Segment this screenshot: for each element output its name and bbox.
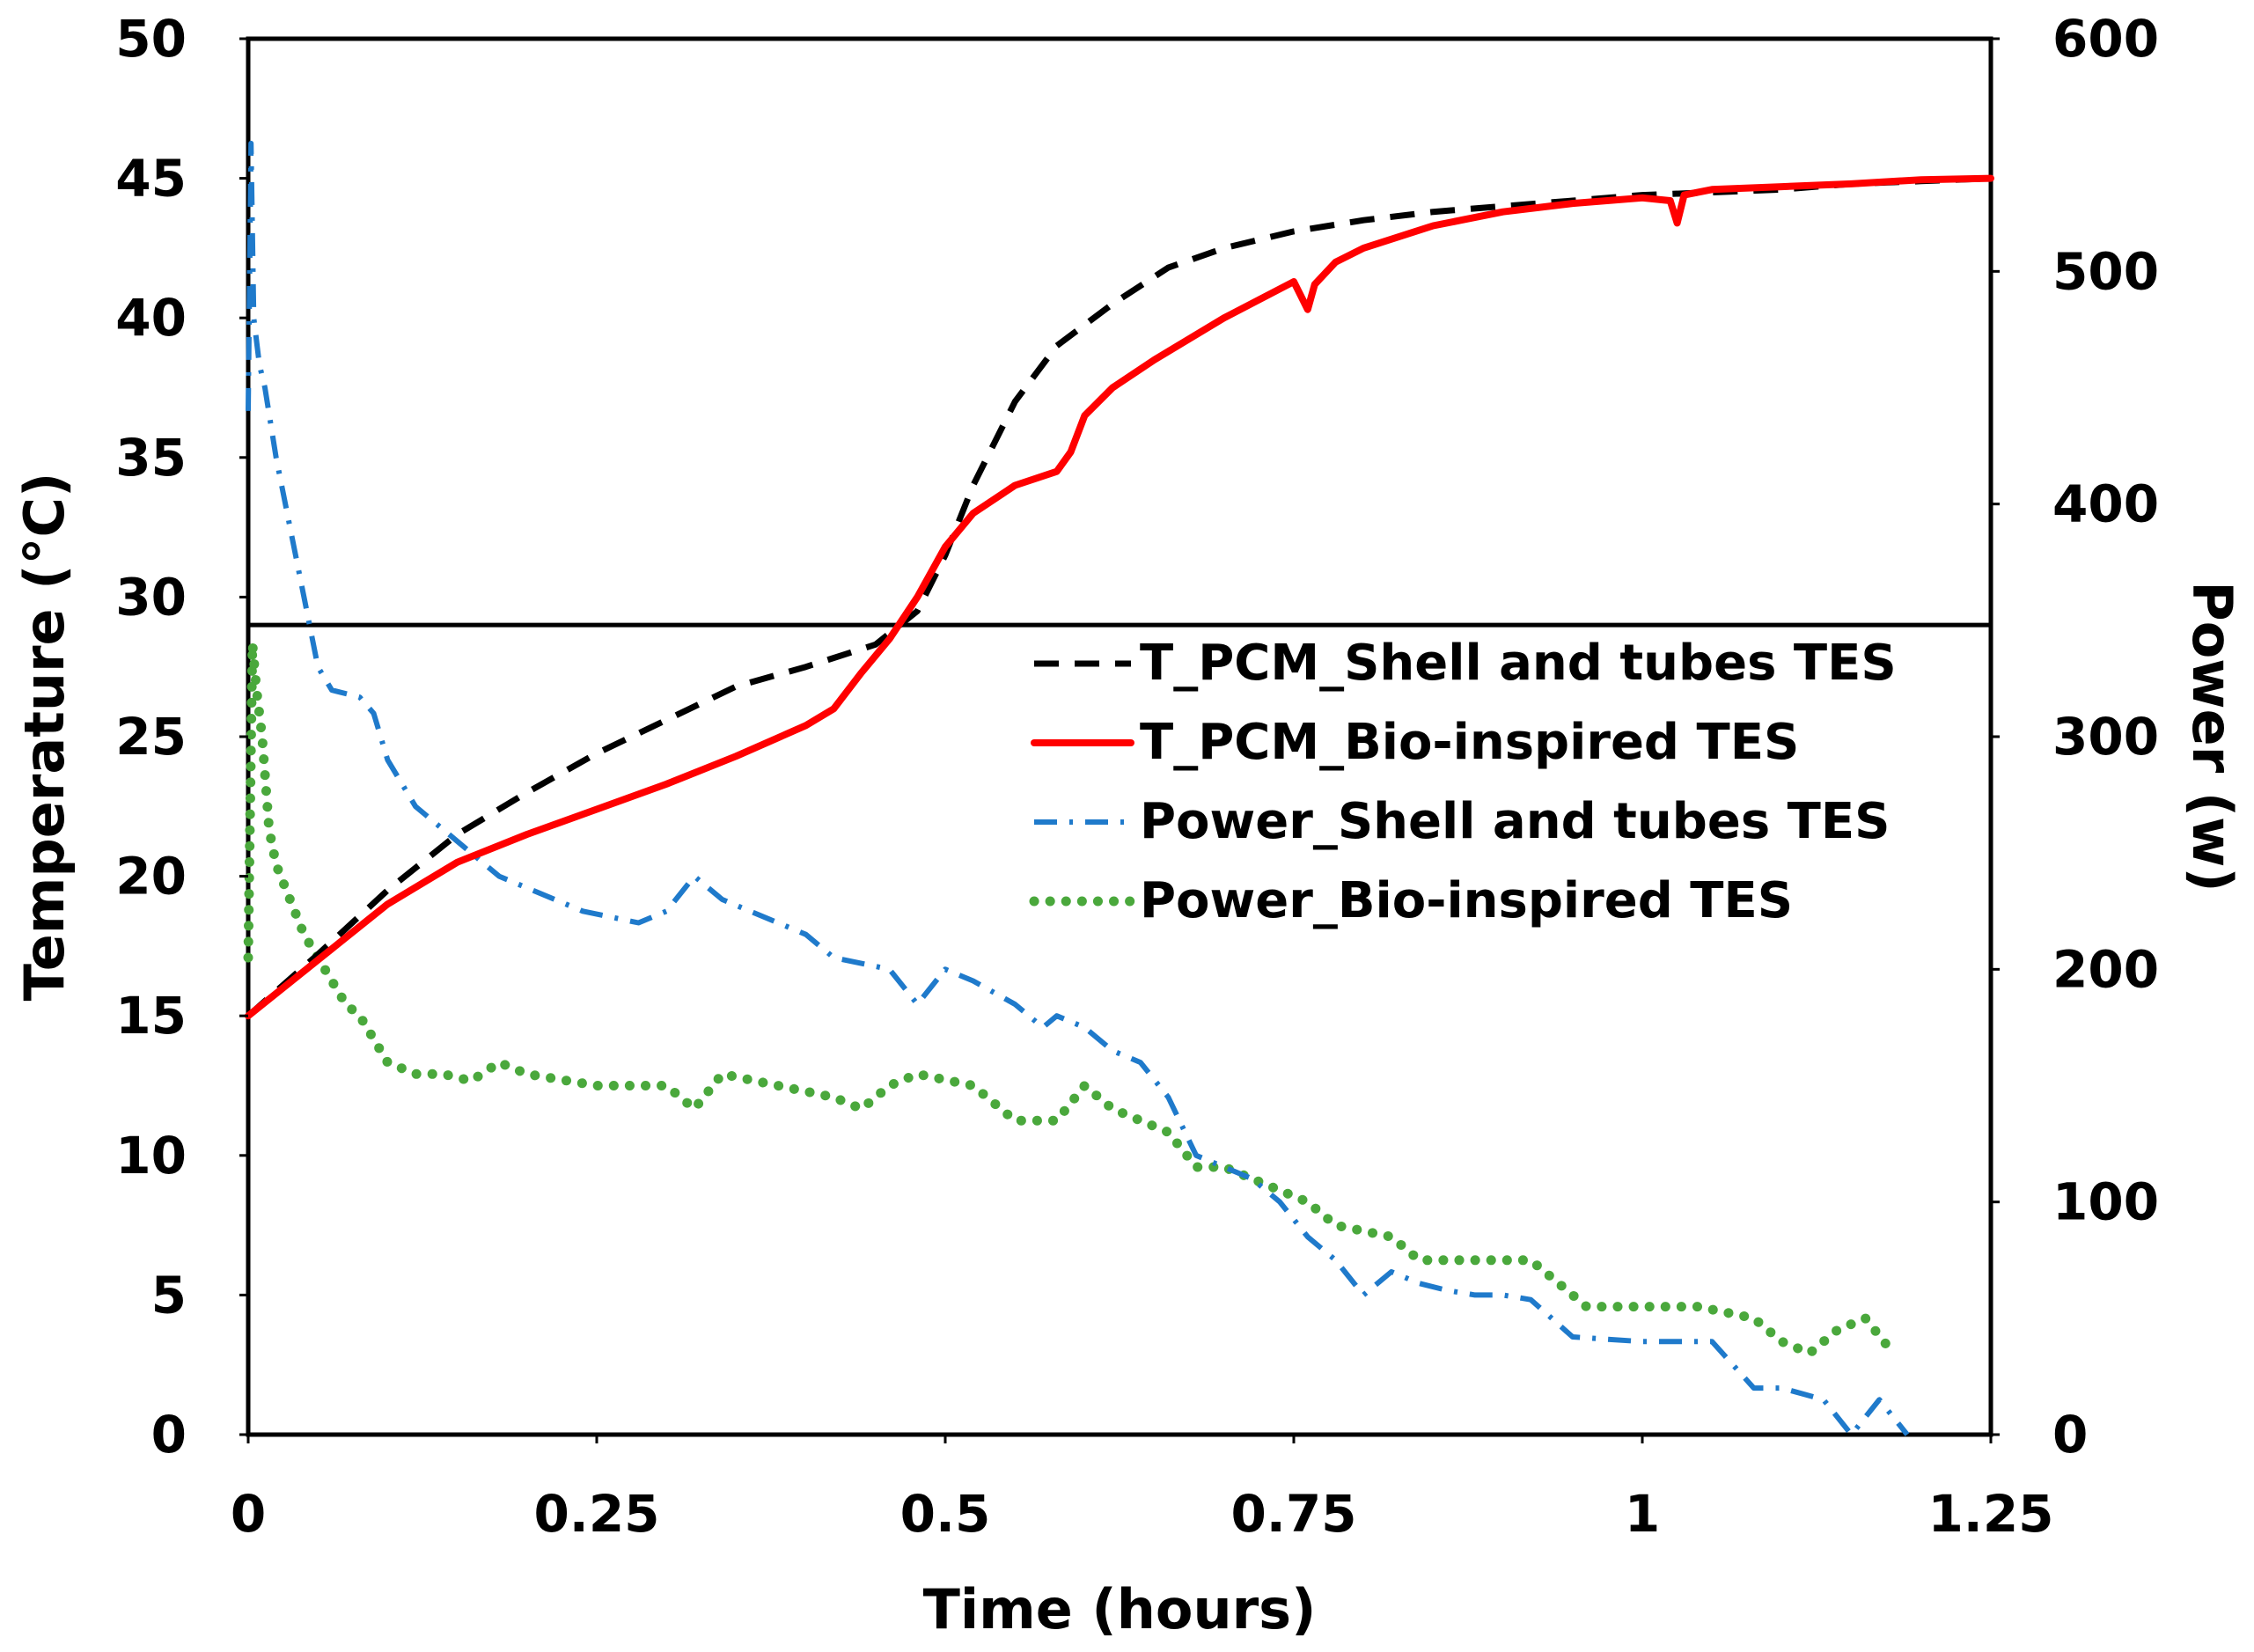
y2-tick-label: 300 [2052, 707, 2159, 767]
x-tick-label: 0.5 [900, 1484, 991, 1544]
y-tick-label: 45 [115, 149, 187, 209]
series-layer [243, 140, 1994, 1437]
y-tick-label: 20 [115, 847, 187, 907]
y2-tick-label: 200 [2052, 939, 2159, 999]
y-tick-label: 35 [115, 428, 187, 488]
x-axis-label: Time (hours) [923, 1577, 1317, 1641]
x-axis-ticks: 0 0.25 0.5 0.75 1 1.25 [231, 1435, 2054, 1544]
y2-tick-label: 500 [2052, 241, 2159, 301]
y2-tick-label: 100 [2052, 1172, 2159, 1232]
legend: T_PCM_Shell and tubes TES T_PCM_Bio-inspi… [1029, 635, 1897, 929]
x-tick-label: 0.75 [1230, 1484, 1356, 1544]
y-tick-label: 30 [115, 567, 187, 627]
y-tick-label: 5 [151, 1265, 187, 1325]
x-tick-label: 1 [1625, 1484, 1660, 1544]
y-axis-label: Temperature (°C) [12, 473, 77, 1002]
y-tick-label: 25 [115, 707, 187, 767]
x-tick-label: 0.25 [533, 1484, 659, 1544]
y-tick-label: 40 [115, 288, 187, 348]
series-line-power-bio-inspired-tes [243, 638, 1898, 1358]
plot-area [246, 36, 1993, 1437]
x-tick-label: 0 [231, 1484, 266, 1544]
series-line-t-pcm-bio-inspired-tes [245, 174, 1994, 1020]
y-tick-label: 0 [151, 1405, 187, 1465]
y-tick-label: 10 [115, 1126, 187, 1186]
x-tick-label: 1.25 [1927, 1484, 2053, 1544]
y2-axis-label: Power (w) [2180, 581, 2244, 892]
y2-tick-label: 600 [2052, 9, 2159, 69]
legend-label: Power_Shell and tubes TES [1140, 793, 1890, 850]
left-axis-ticks: 0 5 10 15 20 25 30 35 40 45 50 [115, 9, 248, 1465]
y-tick-label: 50 [115, 9, 187, 69]
series-line-power-shell-and-tubes-tes [246, 140, 1910, 1437]
series-line-t-pcm-shell-and-tubes-tes [246, 175, 1992, 1018]
legend-label: T_PCM_Shell and tubes TES [1140, 635, 1897, 692]
legend-label: T_PCM_Bio-inspired TES [1140, 714, 1799, 771]
right-axis-ticks: 0 100 200 300 400 500 600 [1991, 9, 2159, 1465]
y2-tick-label: 0 [2052, 1405, 2088, 1465]
legend-label: Power_Bio-inspired TES [1140, 872, 1793, 929]
y-tick-label: 15 [115, 986, 187, 1046]
y2-tick-label: 400 [2052, 474, 2159, 534]
